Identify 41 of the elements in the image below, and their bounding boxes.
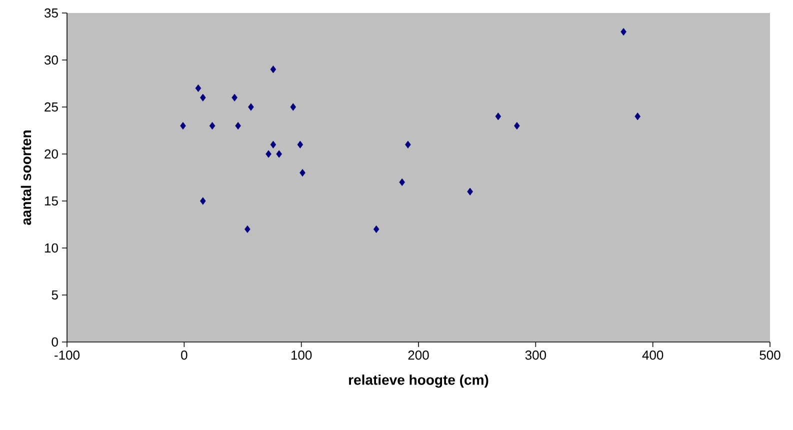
- y-axis-title: aantal soorten: [20, 130, 32, 225]
- y-tick-label: 0: [52, 337, 58, 347]
- point: [209, 122, 216, 130]
- point: [270, 66, 276, 74]
- point: [248, 103, 254, 111]
- x-tick-label: 0: [181, 350, 188, 360]
- x-tick-label: 500: [760, 350, 780, 360]
- point: [405, 140, 411, 148]
- point: [232, 94, 238, 102]
- point: [195, 84, 202, 92]
- point: [266, 150, 272, 158]
- point: [467, 188, 473, 196]
- point: [235, 122, 241, 130]
- x-tick-label: 200: [408, 350, 429, 360]
- point: [244, 225, 250, 233]
- point: [180, 122, 186, 130]
- point: [200, 197, 206, 205]
- y-tick-label: 20: [44, 149, 58, 159]
- point: [514, 122, 520, 130]
- y-tick-label: 15: [45, 196, 58, 206]
- point: [399, 178, 405, 186]
- point: [290, 103, 296, 111]
- point: [495, 112, 502, 120]
- point: [276, 150, 282, 158]
- x-tick-label: 100: [291, 350, 312, 360]
- x-tick-label: 300: [525, 350, 546, 360]
- y-tick-label: 5: [52, 290, 58, 300]
- y-tick-label: 10: [45, 243, 58, 253]
- point: [300, 168, 306, 177]
- point: [200, 94, 206, 102]
- x-tick-label: -100: [54, 350, 80, 360]
- point: [297, 140, 304, 148]
- x-tick-label: 400: [642, 350, 664, 360]
- y-tick-label: 30: [44, 55, 58, 65]
- point: [620, 28, 626, 36]
- point: [270, 140, 276, 148]
- y-tick-label: 25: [44, 102, 58, 112]
- point: [373, 225, 380, 233]
- x-axis-title: relatieve hoogte (cm): [349, 374, 488, 388]
- y-tick-label: 35: [44, 8, 58, 18]
- point: [634, 112, 640, 120]
